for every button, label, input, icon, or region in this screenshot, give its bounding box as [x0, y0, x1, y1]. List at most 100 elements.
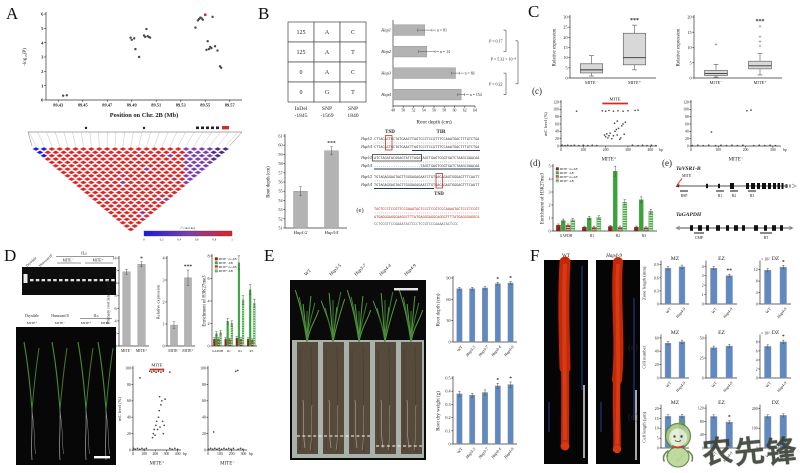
- svg-text:20: 20: [127, 432, 131, 436]
- svg-text:0: 0: [207, 452, 209, 456]
- svg-text:55: 55: [278, 189, 282, 194]
- svg-text:Position on Chr. 2B (Mb): Position on Chr. 2B (Mb): [110, 112, 178, 119]
- svg-text:ATCTAGATACGGAGTATCTAGATAGCTGAG: ATCTAGATACGGAGTATCTAGATAGCTGAGTCGGTGATCT…: [374, 156, 480, 160]
- svg-text:Root depth (cm): Root depth (cm): [416, 119, 452, 126]
- svg-text:0.4: 0.4: [177, 238, 181, 242]
- panel-f: F WT Hap4-9 (c) (d) 0 0.3 0.6 0.9 Zone length…: [524, 246, 800, 473]
- svg-text:R3: R3: [250, 349, 254, 353]
- svg-text:0: 0: [756, 447, 758, 451]
- svg-text:80: 80: [685, 115, 689, 119]
- svg-text:58: 58: [442, 109, 446, 113]
- svg-text:MITE⁺ no AB: MITE⁺ no AB: [560, 175, 578, 179]
- svg-text:89.55: 89.55: [200, 103, 211, 108]
- svg-text:0.6: 0.6: [654, 276, 659, 280]
- svg-text:25: 25: [563, 25, 567, 30]
- svg-text:MITE⁻: MITE⁻: [121, 349, 132, 353]
- mini-chart-ez-row2: 0 25 50 EZ WT Hap4-9: [692, 328, 740, 396]
- svg-text:Hap4-4: Hap4-4: [489, 344, 502, 358]
- panel-e: E WT Hap3-5 Hap3-7 Hap4-4 Hap4-9 0 30 60 90 Root…: [262, 246, 522, 473]
- svg-text:4: 4: [163, 256, 166, 261]
- svg-text:89.57: 89.57: [225, 103, 236, 108]
- svg-text:P = 0.17: P = 0.17: [489, 38, 502, 43]
- svg-text:0: 0: [690, 148, 692, 152]
- svg-text:125: 125: [297, 30, 306, 36]
- svg-text:89.51: 89.51: [151, 103, 161, 108]
- sublabel-d: (d): [530, 158, 541, 168]
- svg-text:Enrichment of H3K27me3: Enrichment of H3K27me3: [203, 275, 208, 327]
- svg-text:Hap3/4: Hap3/4: [360, 145, 372, 149]
- svg-text:EZ: EZ: [718, 256, 725, 262]
- svg-text:Hap3/4: Hap3/4: [360, 164, 372, 168]
- svg-text:6: 6: [115, 306, 117, 311]
- svg-text:MITE⁻: MITE⁻: [168, 349, 179, 353]
- svg-text:60: 60: [202, 399, 206, 403]
- svg-text:0.2: 0.2: [160, 238, 164, 242]
- svg-text:Hap1/2: Hap1/2: [360, 137, 372, 141]
- svg-text:WT: WT: [764, 380, 772, 388]
- svg-text:TSD: TSD: [434, 192, 444, 197]
- svg-text:TACTCCCTCCGTTCCGAAATACTCCCTCCG: TACTCCCTCCGTTCCGAAATACTCCCTCCGTCCCAAAATA…: [374, 207, 480, 211]
- svg-text:MITE: MITE: [151, 363, 162, 368]
- gel-image: Drysdale Hanxuan10 ILs MITE⁻ MITE⁺: [20, 250, 118, 312]
- svg-text:20: 20: [555, 137, 559, 141]
- svg-text:r² color key: r² color key: [181, 226, 196, 230]
- svg-text:61: 61: [278, 134, 282, 139]
- svg-text:1: 1: [41, 83, 44, 88]
- svg-text:50: 50: [401, 109, 405, 113]
- svg-text:× 10²: × 10²: [761, 331, 770, 336]
- svg-text:89.45: 89.45: [78, 103, 89, 108]
- mini-chart-dz-row2: 0 2 4 6 8 × 10² DZ * WT Hap4-9: [746, 328, 794, 396]
- sublabel-e: (e): [662, 158, 672, 168]
- svg-text:TGTAGAGGAGTAGTTGGGAGAGAATCTGTG: TGTAGAGGAGTAGTTGGGAGAGAATCTGTGACAGAGTGGG…: [374, 183, 480, 187]
- svg-text:52: 52: [412, 109, 416, 113]
- svg-text:20: 20: [563, 35, 567, 40]
- svg-text:MZ: MZ: [671, 256, 680, 262]
- svg-text:Hap2: Hap2: [380, 49, 392, 54]
- svg-text:6: 6: [41, 12, 44, 17]
- svg-text:......................TAGCTGAG: ......................TAGCTGAGTCGGTGATCT…: [374, 164, 480, 168]
- svg-text:TSD: TSD: [385, 130, 395, 135]
- svg-text:0.3: 0.3: [445, 402, 450, 407]
- svg-text:Primary root length (cm): Primary root length (cm): [106, 280, 111, 324]
- svg-text:58: 58: [278, 161, 282, 166]
- svg-text:MITE⁺ AB: MITE⁺ AB: [560, 179, 574, 183]
- svg-text:n = 154: n = 154: [470, 93, 482, 97]
- svg-text:MITE⁻: MITE⁻: [585, 80, 598, 85]
- svg-text:MITE⁻: MITE⁻: [55, 321, 66, 325]
- expression-boxplot-2: 0 5 10 15 20 Relative expression MITE⁻ MITE⁺ ***: [674, 8, 786, 90]
- svg-text:60: 60: [555, 122, 559, 126]
- svg-text:8: 8: [115, 293, 117, 298]
- svg-text:200: 200: [229, 452, 235, 456]
- svg-text:Enrichment of H3K27me3: Enrichment of H3K27me3: [541, 172, 546, 224]
- seedling-photo: Drysdale Hanxuan10 ILs MITE⁺ MITE⁻ MITE⁺ MITE⁻: [16, 312, 116, 470]
- svg-text:0: 0: [687, 144, 689, 148]
- svg-text:**: **: [726, 268, 732, 274]
- svg-text:MITE⁻: MITE⁻: [220, 462, 235, 467]
- svg-text:0: 0: [560, 148, 562, 152]
- svg-text:0: 0: [449, 340, 451, 345]
- svg-text:SNP: SNP: [348, 106, 358, 112]
- svg-text:*: *: [140, 256, 143, 262]
- watermark: 农 先 锋: [656, 419, 798, 471]
- svg-text:BSP: BSP: [681, 194, 688, 198]
- svg-text:R1: R1: [590, 234, 594, 238]
- svg-text:WT: WT: [710, 380, 718, 388]
- svg-text:MITE⁺: MITE⁺: [182, 349, 193, 353]
- mascot-logo-icon: [656, 419, 700, 471]
- svg-text:Drysdale: Drysdale: [25, 314, 39, 318]
- svg-text:MZ: MZ: [671, 400, 680, 406]
- svg-text:120: 120: [553, 100, 559, 104]
- svg-text:Root depth (cm): Root depth (cm): [437, 293, 442, 326]
- svg-text:(e): (e): [356, 207, 363, 214]
- svg-text:Relative expression: Relative expression: [677, 28, 682, 66]
- methylation-scatter-mite-minus: 0 20 40 60 80 100 120 0 100 200 300 bp MITE⁻: [674, 92, 794, 162]
- svg-text:0.3: 0.3: [654, 289, 659, 293]
- svg-text:54: 54: [278, 198, 283, 203]
- svg-text:MITE: MITE: [682, 174, 692, 178]
- svg-text:A: A: [325, 50, 330, 56]
- svg-text:20: 20: [685, 137, 689, 141]
- svg-text:0: 0: [756, 377, 758, 381]
- svg-text:Cell length (µm): Cell length (µm): [642, 411, 647, 442]
- root-depth-hbar-chart: 48 50 52 54 56 58 60 62 64 Root depth (cm) n = 81 H…: [376, 12, 522, 126]
- svg-text:15: 15: [687, 30, 691, 35]
